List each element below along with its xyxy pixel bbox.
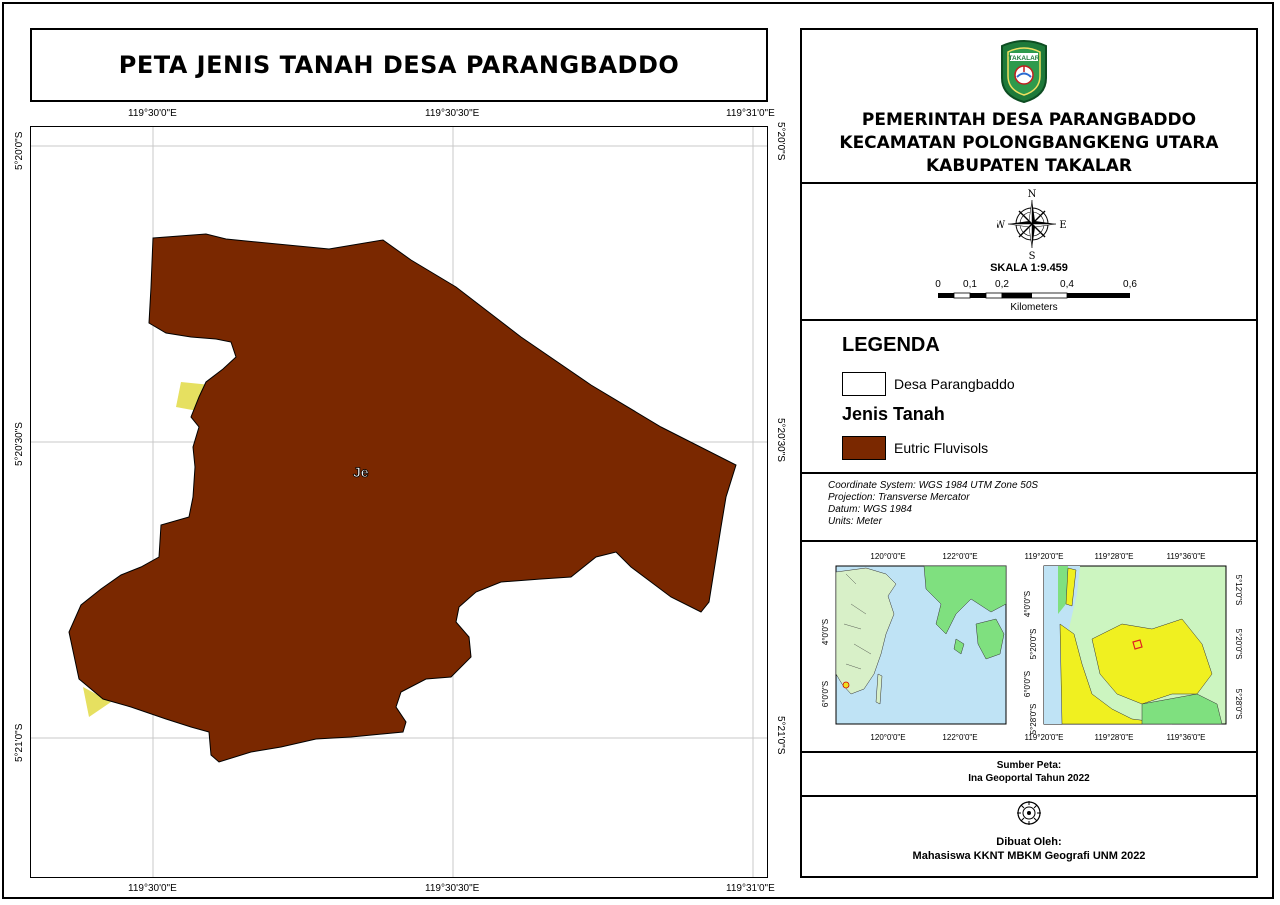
bottom-coord-2: 119°30'30"E [425, 883, 480, 894]
inset2-right-1: 5°12'0"S [1234, 575, 1243, 606]
inset2-right-2: 5°20'0"S [1234, 629, 1243, 660]
projection-line-1: Coordinate System: WGS 1984 UTM Zone 50S [828, 480, 1039, 491]
scale-tick-4: 0,6 [1123, 279, 1137, 290]
left-coord-1: 5°20'0"S [14, 131, 25, 170]
bottom-coord-3: 119°31'0"E [726, 883, 775, 894]
inset2-bottom-1: 119°20'0"E [1024, 733, 1063, 742]
credit-line-2: Mahasiswa KKNT MBKM Geografi UNM 2022 [912, 850, 1146, 862]
scale-tick-2: 0,2 [995, 279, 1009, 290]
scale-tick-1: 0,1 [963, 279, 977, 290]
compass-icon: N S W E [995, 188, 1067, 265]
inset1-left-1: 4°0'0"S [821, 619, 830, 645]
inset2-right-3: 5°28'0"S [1234, 689, 1243, 720]
info-panel: TAKALAR PEMERINTAH DESA PARANGBADDO KECA… [800, 28, 1258, 878]
legend-boundary-label: Desa Parangbaddo [894, 376, 1015, 392]
unm-logo-icon [1016, 800, 1042, 831]
legend-soil-label: Eutric Fluvisols [894, 440, 989, 456]
inset2-left-4: 5°28'0"S [1029, 704, 1038, 735]
divider-6 [802, 795, 1256, 797]
inset-map-takalar: 119°20'0"E 119°28'0"E 119°36'0"E 119°20'… [1022, 544, 1256, 752]
inset2-bottom-3: 119°36'0"E [1166, 733, 1205, 742]
divider-4 [802, 540, 1256, 542]
logo-text: TAKALAR [1009, 55, 1040, 62]
scale-tick-0: 0 [935, 279, 941, 290]
inset2-top-3: 119°36'0"E [1166, 552, 1205, 561]
gov-line-3: KABUPATEN TAKALAR [925, 156, 1133, 176]
eutric-fluvisols-area [68, 233, 737, 763]
inset2-left-2: 5°20'0"S [1029, 629, 1038, 660]
inset1-bottom-2: 122°0'0"E [942, 733, 977, 742]
scale-tick-3: 0,4 [1060, 279, 1074, 290]
right-coord-2: 5°20'30"S [775, 418, 786, 462]
legend-soil-title: Jenis Tanah [842, 404, 945, 424]
divider-1 [802, 182, 1256, 184]
main-map: Je [30, 126, 768, 878]
credit-line-1: Dibuat Oleh: [996, 836, 1062, 848]
projection-line-3: Datum: WGS 1984 [828, 504, 912, 515]
inset2-left-3: 6°0'0"S [1023, 671, 1032, 697]
source-line-2: Ina Geoportal Tahun 2022 [968, 773, 1090, 784]
projection-line-2: Projection: Transverse Mercator [828, 492, 970, 503]
divider-3 [802, 472, 1256, 474]
compass-e: E [1059, 220, 1066, 231]
gov-line-1: PEMERINTAH DESA PARANGBADDO [861, 110, 1197, 130]
inset-map-sulawesi: 120°0'0"E 122°0'0"E 120°0'0"E 122°0'0"E … [806, 544, 1028, 752]
neighbor-sliver-2 [83, 687, 111, 717]
inset1-top-2: 122°0'0"E [942, 552, 977, 561]
inset2-left-1: 4°0'0"S [1023, 591, 1032, 617]
top-coord-2: 119°30'30"E [425, 108, 480, 119]
left-coord-3: 5°21'0"S [14, 723, 25, 762]
compass-n: N [1028, 189, 1037, 200]
legend-boundary-swatch [842, 372, 886, 396]
divider-2 [802, 319, 1256, 321]
compass-w: W [997, 220, 1006, 231]
scale-bar: 0 0,1 0,2 0,4 0,6 Kilometers [932, 276, 1142, 317]
legend-soil-swatch [842, 436, 886, 460]
main-map-svg: Je [31, 127, 767, 877]
scale-unit: Kilometers [1010, 302, 1057, 312]
right-coord-1: 5°20'0"S [775, 122, 786, 161]
legend-title: LEGENDA [842, 334, 940, 356]
compass-s: S [1029, 251, 1036, 260]
scale-label: SKALA 1:9.459 [990, 262, 1068, 274]
soil-label: Je [353, 464, 369, 480]
top-coord-3: 119°31'0"E [726, 108, 775, 119]
inset2-bottom-2: 119°28'0"E [1094, 733, 1133, 742]
inset1-bottom-1: 120°0'0"E [870, 733, 905, 742]
gov-line-2: KECAMATAN POLONGBANGKENG UTARA [839, 133, 1219, 153]
map-title-box: PETA JENIS TANAH DESA PARANGBADDO [30, 28, 768, 102]
takalar-logo: TAKALAR [998, 38, 1050, 109]
inset1-left-2: 6°0'0"S [821, 681, 830, 707]
inset2-top-2: 119°28'0"E [1094, 552, 1133, 561]
top-coord-1: 119°30'0"E [128, 108, 177, 119]
divider-5 [802, 751, 1256, 753]
map-title: PETA JENIS TANAH DESA PARANGBADDO [118, 51, 680, 79]
left-coord-2: 5°20'30"S [14, 422, 25, 466]
source-line-1: Sumber Peta: [996, 760, 1062, 771]
inset2-top-1: 119°20'0"E [1024, 552, 1063, 561]
right-coord-3: 5°21'0"S [775, 716, 786, 755]
bottom-coord-1: 119°30'0"E [128, 883, 177, 894]
inset1-top-1: 120°0'0"E [870, 552, 905, 561]
projection-line-4: Units: Meter [828, 516, 882, 527]
